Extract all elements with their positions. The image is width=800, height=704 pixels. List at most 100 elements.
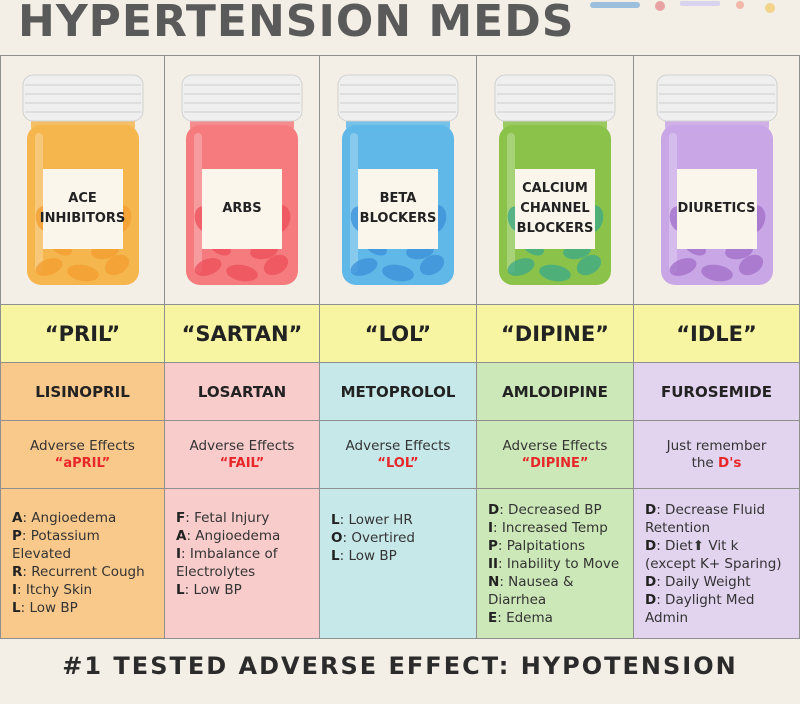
effect-item: R: Recurrent Cough: [12, 563, 154, 581]
medication-table: ACE INHIBITORS ARBS BETA BLOCKERS CALCIUM C…: [0, 55, 800, 639]
effect-item: I: Increased Temp: [488, 519, 623, 537]
pill: [507, 258, 535, 276]
pill: [194, 258, 222, 276]
pill-bottle: BETA BLOCKERS: [336, 69, 460, 291]
effect-item: N: Nausea & Diarrhea: [488, 573, 623, 609]
adverse-effects-title: Adverse Effects: [502, 437, 608, 454]
adverse-effects-cell: Adverse Effects “FAIL”: [165, 421, 320, 489]
pill: [738, 254, 763, 276]
effect-text: : Increased Temp: [493, 520, 608, 536]
adverse-effects-cell: Adverse Effects “LOL”: [320, 421, 477, 489]
effect-text: : Imbalance of Electrolytes: [176, 546, 278, 580]
effect-item: D: Diet⬆ Vit k (except K+ Sparing): [645, 537, 789, 573]
adverse-mnemonic: “LOL”: [377, 455, 419, 471]
effect-item: A: Angioedema: [12, 509, 154, 527]
effects-list-cell: D: Decrease Fluid Retention D: Diet⬆ Vit …: [634, 489, 800, 639]
adverse-effects-cell: Just remember the D's: [634, 421, 800, 489]
effect-text: : Palpitations: [497, 538, 586, 554]
bottle-cap: [656, 74, 777, 122]
pill: [104, 254, 129, 276]
effect-letter: A: [12, 510, 23, 526]
effect-text: : Daylight Med Admin: [645, 592, 755, 626]
effect-item: D: Daylight Med Admin: [645, 591, 789, 627]
pill: [700, 264, 733, 282]
effect-text: : Decreased BP: [499, 502, 602, 518]
bottle-cell: ACE INHIBITORS: [0, 55, 165, 305]
bottle-shine: [194, 133, 202, 273]
effect-letter: A: [176, 528, 187, 544]
adverse-effects-cell: Adverse Effects “aPRIL”: [0, 421, 165, 489]
effect-item: L: Low BP: [331, 547, 466, 565]
effect-text: : Low BP: [184, 582, 242, 598]
drug-class-label: ACE INHIBITORS: [39, 191, 126, 226]
pill-bottle-icon: [337, 74, 459, 285]
pill-bottle: ARBS: [180, 69, 304, 291]
suffix-cell: “SARTAN”: [165, 305, 320, 363]
medicine-decoration-icon: [590, 1, 775, 13]
effect-item: L: Low BP: [12, 599, 154, 617]
effect-letter: N: [488, 574, 500, 590]
adverse-effects-title: Adverse Effects: [189, 437, 295, 454]
effect-text: : Angioedema: [22, 510, 117, 526]
bottle-shine: [507, 133, 515, 273]
effect-item: D: Daily Weight: [645, 573, 789, 591]
footer-note: #1 TESTED ADVERSE EFFECT: HYPOTENSION: [62, 652, 738, 680]
effect-letter: L: [331, 512, 340, 528]
adverse-mnemonic-line: the D's: [692, 455, 742, 472]
bottle-label-bg: [42, 169, 123, 249]
effect-item: L: Lower HR: [331, 511, 466, 529]
effects-list-cell: A: Angioedema P: Potassium Elevated R: Rec…: [0, 489, 165, 639]
effect-letter: F: [176, 510, 186, 526]
effect-letter: P: [488, 538, 498, 554]
effect-letter: R: [12, 564, 23, 580]
bottle-cap: [337, 74, 459, 122]
effect-item: P: Palpitations: [488, 537, 623, 555]
effect-item: I: Itchy Skin: [12, 581, 154, 599]
pill-bottle-icon: [181, 74, 303, 285]
effect-letter: P: [12, 528, 22, 544]
effect-text: : Low BP: [20, 600, 78, 616]
pill-bottle: CALCIUM CHANNEL BLOCKERS: [493, 69, 617, 291]
adverse-mnemonic-line: “DIPINE”: [522, 455, 589, 472]
bottle-cell: BETA BLOCKERS: [320, 55, 477, 305]
pill: [539, 264, 571, 282]
effect-letter: I: [12, 582, 18, 598]
pill: [350, 258, 378, 276]
effects-list-cell: D: Decreased BP I: Increased Temp P: Palpi…: [477, 489, 634, 639]
effect-letter: I: [488, 520, 494, 536]
bottle-shine: [350, 133, 358, 273]
effect-text: : Fetal Injury: [185, 510, 270, 526]
pill-bottle-icon: [22, 74, 143, 285]
effects-list-cell: F: Fetal Injury A: Angioedema I: Imbalance…: [165, 489, 320, 639]
suffix-cell: “DIPINE”: [477, 305, 634, 363]
bottle-label-bg: [358, 169, 438, 249]
effect-item: O: Overtired: [331, 529, 466, 547]
bottle-cell: CALCIUM CHANNEL BLOCKERS: [477, 55, 634, 305]
effect-text: : Itchy Skin: [17, 582, 93, 598]
effect-item: D: Decrease Fluid Retention: [645, 501, 789, 537]
bottle-label-bg: [676, 169, 757, 249]
adverse-mnemonic-line: “aPRIL”: [55, 455, 110, 472]
bottle-cap: [181, 74, 303, 122]
bottle-cell: ARBS: [165, 55, 320, 305]
effect-item: I: Imbalance of Electrolytes: [176, 545, 309, 581]
bottle-cap: [22, 74, 143, 122]
adverse-effects-cell: Adverse Effects “DIPINE”: [477, 421, 634, 489]
effects-list-cell: L: Lower HR O: Overtired L: Low BP: [320, 489, 477, 639]
effect-text: : Recurrent Cough: [22, 564, 145, 580]
effect-item: L: Low BP: [176, 581, 309, 599]
drug-class-label: DIURETICS: [677, 201, 756, 216]
effect-text: : Lower HR: [339, 512, 413, 528]
effect-text: : Diet⬆ Vit k (except K+ Sparing): [645, 538, 782, 572]
drug-name-cell: AMLODIPINE: [477, 363, 634, 421]
pill-bottle: ACE INHIBITORS: [21, 69, 145, 291]
adverse-effects-title: Adverse Effects: [30, 437, 135, 454]
drug-name-cell: METOPROLOL: [320, 363, 477, 421]
pill: [669, 258, 696, 276]
drug-name-cell: FUROSEMIDE: [634, 363, 800, 421]
effect-letter: D: [645, 574, 657, 590]
effect-letter: L: [176, 582, 185, 598]
pill-bottle: DIURETICS: [655, 69, 779, 291]
drug-class-label: BETA BLOCKERS: [359, 191, 437, 226]
effect-item: A: Angioedema: [176, 527, 309, 545]
